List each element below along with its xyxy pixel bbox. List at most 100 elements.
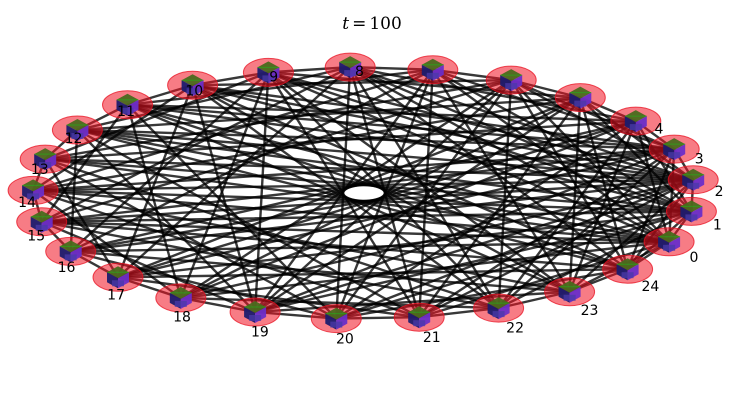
node-24[interactable]: [602, 254, 654, 284]
node-11[interactable]: [102, 90, 153, 120]
node-14[interactable]: [7, 175, 59, 205]
edge-6-10: [191, 78, 513, 87]
edge-15-22: [40, 220, 500, 310]
edge-0-15: [40, 220, 671, 244]
node-3[interactable]: [648, 134, 700, 164]
edge-19-23: [253, 290, 571, 314]
node-label-19: 19: [251, 325, 269, 341]
nodes-layer: [7, 52, 719, 334]
edge-2-20: [335, 178, 695, 320]
node-0[interactable]: [643, 227, 695, 257]
node-label-14: 14: [18, 195, 36, 211]
edge-8-15: [40, 65, 352, 223]
node-8[interactable]: [324, 52, 376, 82]
edge-7-16: [69, 68, 435, 253]
node-20[interactable]: [310, 304, 362, 334]
cube-icon: [244, 301, 267, 323]
node-13[interactable]: [19, 144, 71, 174]
edge-2-23: [568, 178, 695, 293]
edge-4-22: [497, 119, 638, 310]
cube-icon: [408, 306, 431, 329]
node-10[interactable]: [167, 70, 219, 100]
edge-1-20: [335, 210, 693, 320]
node-12[interactable]: [51, 115, 103, 145]
cube-icon: [169, 286, 192, 309]
edge-0-7: [431, 68, 671, 244]
node-4[interactable]: [610, 106, 662, 136]
edge-7-14: [31, 68, 435, 192]
title-value: 100: [369, 14, 401, 34]
edge-18-22: [179, 296, 500, 310]
node-7[interactable]: [407, 55, 459, 85]
node-2[interactable]: [667, 165, 719, 195]
edge-2-21: [417, 178, 695, 319]
node-18[interactable]: [155, 283, 207, 313]
edge-5-23: [568, 96, 582, 293]
node-5[interactable]: [554, 83, 606, 113]
edge-5-12: [76, 96, 582, 132]
node-label-3: 3: [695, 151, 704, 167]
edge-3-6: [509, 78, 676, 151]
node-19[interactable]: [229, 297, 281, 327]
node-21[interactable]: [393, 302, 445, 332]
edge-10-17: [116, 84, 194, 279]
cube-icon: [107, 266, 129, 289]
edge-7-11: [126, 68, 435, 107]
node-label-9: 9: [269, 70, 278, 86]
cube-icon: [500, 69, 523, 92]
edge-3-22: [497, 147, 676, 310]
node-label-15: 15: [27, 229, 45, 245]
cube-icon: [487, 297, 510, 320]
edge-3-11: [126, 103, 676, 151]
node-17[interactable]: [92, 262, 144, 292]
cube-icon: [30, 210, 53, 233]
edge-15-24: [40, 220, 629, 271]
edge-20-24: [335, 267, 629, 320]
edge-2-10: [191, 84, 695, 182]
node-16[interactable]: [45, 236, 97, 266]
edge-0-21: [417, 240, 671, 319]
edge-7-21: [417, 68, 435, 319]
node-label-2: 2: [715, 184, 724, 200]
cube-icon: [66, 119, 89, 141]
node-label-24: 24: [641, 279, 659, 295]
cube-icon: [325, 307, 348, 330]
cube-icon: [59, 240, 82, 263]
node-15[interactable]: [16, 207, 68, 237]
node-label-20: 20: [336, 332, 354, 348]
cube-icon: [339, 56, 362, 79]
edge-16-20: [69, 250, 338, 320]
edge-14-21: [31, 189, 421, 319]
node-label-11: 11: [117, 104, 135, 120]
node-label-23: 23: [581, 303, 599, 319]
node-label-22: 22: [506, 320, 524, 336]
edge-11-24: [126, 103, 629, 271]
node-label-10: 10: [185, 83, 203, 99]
cube-icon: [421, 58, 444, 81]
cube-icon: [116, 93, 139, 116]
edge-5-9: [267, 71, 582, 99]
cube-icon: [658, 230, 681, 253]
edge-3-21: [417, 147, 676, 319]
node-label-0: 0: [689, 250, 698, 266]
node-label-17: 17: [107, 288, 125, 304]
node-1[interactable]: [665, 196, 717, 226]
edge-8-24: [348, 65, 629, 271]
edge-9-19: [253, 71, 270, 314]
cube-icon: [569, 86, 592, 109]
edge-2-5: [579, 96, 695, 182]
edge-4-11: [126, 103, 638, 123]
edge-6-15: [40, 78, 513, 223]
edge-4-23: [568, 119, 638, 293]
node-23[interactable]: [544, 277, 596, 307]
title-equals: =: [352, 14, 366, 34]
edge-8-12: [76, 65, 352, 132]
node-6[interactable]: [485, 65, 537, 95]
node-label-13: 13: [31, 162, 49, 178]
node-22[interactable]: [473, 293, 525, 323]
edge-2-12: [76, 128, 695, 182]
edge-3-14: [31, 147, 676, 192]
node-9[interactable]: [242, 57, 294, 87]
edge-6-20: [335, 78, 513, 320]
